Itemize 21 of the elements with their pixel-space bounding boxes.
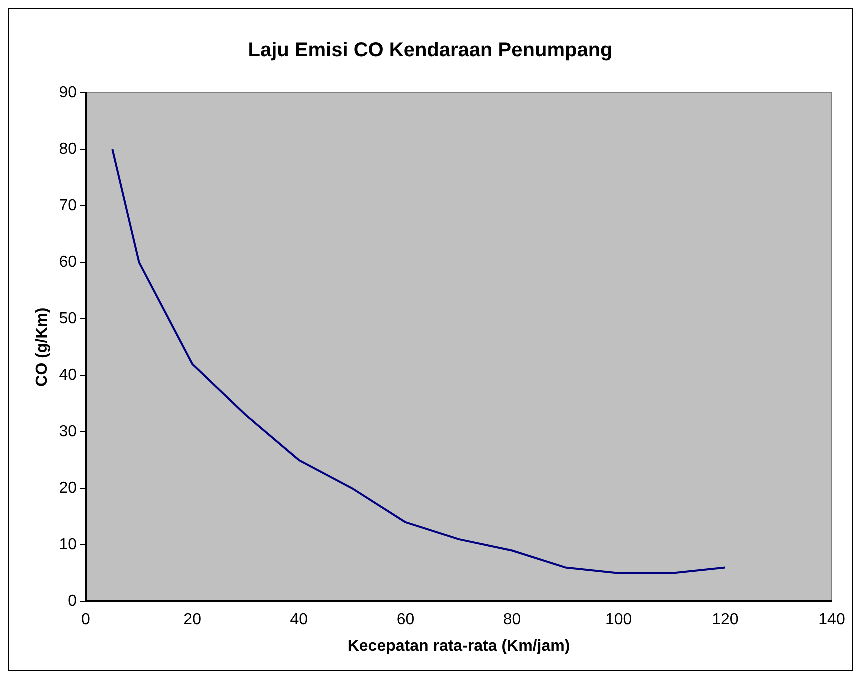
x-tick-label: 100 bbox=[606, 612, 632, 629]
y-tick-label: 70 bbox=[59, 197, 78, 214]
y-tick-label: 60 bbox=[59, 254, 78, 271]
x-tick-label: 20 bbox=[184, 612, 202, 629]
x-tick-label: 140 bbox=[818, 612, 846, 629]
y-tick-label: 10 bbox=[59, 536, 78, 554]
y-tick-label: 20 bbox=[59, 480, 78, 497]
x-tick-label: 120 bbox=[712, 612, 739, 629]
x-tick-label: 80 bbox=[503, 612, 522, 629]
y-tick-label: 30 bbox=[59, 423, 78, 440]
y-tick-label: 0 bbox=[68, 593, 78, 610]
y-axis-title: CO (g/Km) bbox=[34, 308, 52, 387]
y-tick-label: 80 bbox=[59, 140, 78, 158]
y-tick-label: 40 bbox=[59, 366, 78, 384]
x-tick-label: 0 bbox=[82, 612, 91, 629]
chart-title: Laju Emisi CO Kendaraan Penumpang bbox=[248, 40, 613, 62]
y-tick-label: 90 bbox=[59, 84, 78, 102]
x-tick-label: 60 bbox=[396, 612, 415, 629]
y-tick-label: 50 bbox=[59, 310, 78, 328]
x-tick-label: 40 bbox=[290, 612, 308, 629]
x-axis-title: Kecepatan rata-rata (Km/jam) bbox=[348, 638, 570, 655]
